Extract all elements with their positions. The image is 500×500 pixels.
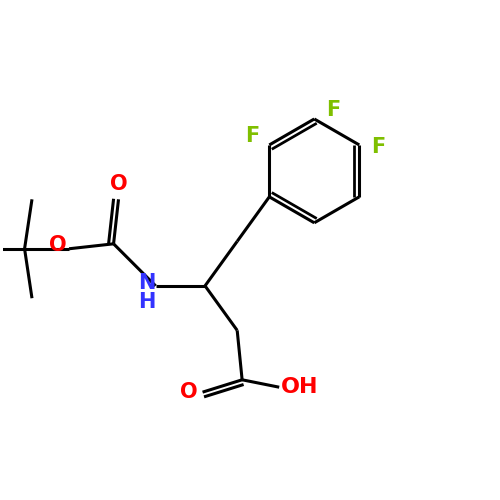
Text: O: O (180, 382, 198, 402)
Text: F: F (371, 138, 385, 158)
Text: N: N (138, 274, 156, 293)
Text: F: F (326, 100, 340, 120)
Text: F: F (245, 126, 259, 146)
Text: OH: OH (281, 377, 318, 397)
Text: H: H (138, 292, 156, 312)
Text: O: O (49, 235, 66, 255)
Text: O: O (110, 174, 128, 195)
